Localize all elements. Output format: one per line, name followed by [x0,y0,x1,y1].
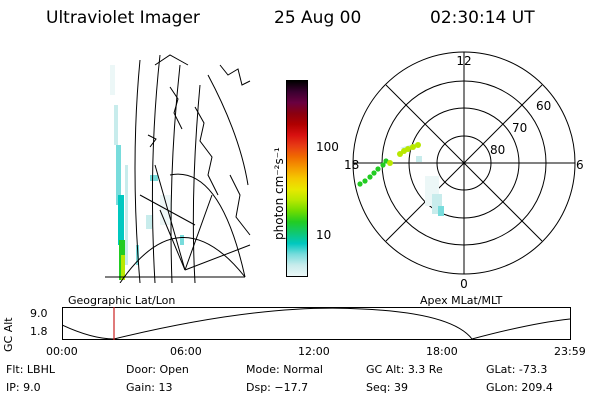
time-tick-0600: 06:00 [170,345,202,358]
altitude-curve [62,307,571,340]
status-glat: GLat: -73.3 [486,363,548,376]
mlt-label-0: 0 [460,277,468,288]
time-tick-0000: 00:00 [46,345,78,358]
altitude-strip-plot [62,307,571,340]
status-door: Door: Open [126,363,189,376]
mlt-label-12: 12 [456,54,471,68]
right-panel-label: Apex MLat/MLT [420,294,503,307]
mlat-label-80: 80 [490,143,505,157]
altitude-tick-1-8: 1.8 [30,325,48,338]
colorbar [286,80,308,277]
mlt-label-18: 18 [344,158,359,172]
status-gain: Gain: 13 [126,381,173,394]
status-gc-alt: GC Alt: 3.3 Re [366,363,443,376]
time-tick-2359: 23:59 [554,345,586,358]
status-dsp: Dsp: −17.7 [246,381,309,394]
date-label: 25 Aug 00 [274,8,362,28]
status-glon: GLon: 209.4 [486,381,553,394]
polar-mlt-plot: 12 0 18 6 60 70 80 [344,51,584,288]
time-tick-1200: 12:00 [298,345,330,358]
time-label: 02:30:14 UT [430,8,535,28]
aurora-emission-polar [357,142,444,216]
status-filter: Flt: LBHL [6,363,55,376]
lat-lon-grid [105,54,251,283]
time-tick-1800: 18:00 [426,345,458,358]
aurora-emission-left [110,65,184,280]
colorbar-tick-10: 10 [316,228,332,242]
status-mode: Mode: Normal [246,363,323,376]
left-panel-label: Geographic Lat/Lon [68,294,176,307]
status-ip: IP: 9.0 [6,381,41,394]
mlt-label-6: 6 [576,158,584,172]
altitude-tick-9: 9.0 [30,307,48,320]
altitude-axis-title: GC Alt [2,317,15,352]
geographic-map-panel [105,54,251,283]
mlat-label-60: 60 [536,99,551,113]
mlat-label-70: 70 [512,121,527,135]
instrument-title: Ultraviolet Imager [46,8,200,28]
status-seq: Seq: 39 [366,381,408,394]
colorbar-tick-100: 100 [316,140,339,154]
colorbar-unit-label: photon cm⁻²s⁻¹ [272,147,286,240]
